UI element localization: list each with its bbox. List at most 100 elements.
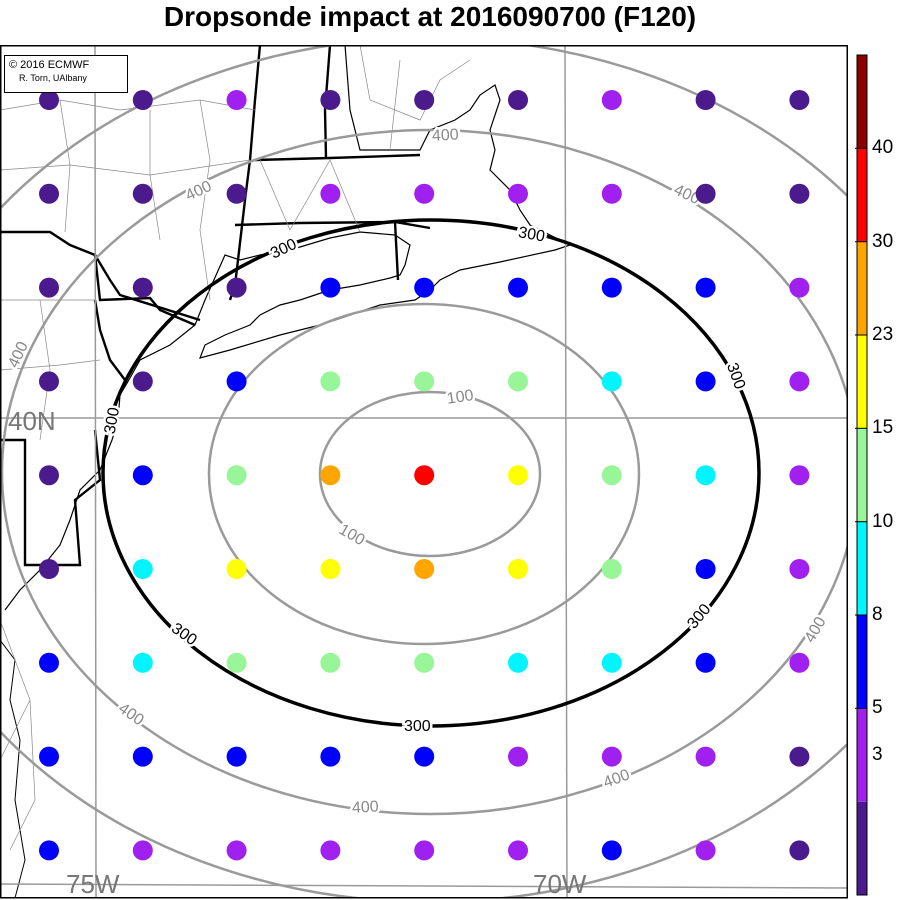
impact-dot — [601, 465, 622, 486]
label-75w: 75W — [66, 869, 120, 899]
impact-dot — [226, 465, 247, 486]
contour-100 — [318, 390, 542, 558]
impact-dot — [789, 746, 810, 767]
colorbar-tick-label: 10 — [872, 510, 894, 532]
impact-dot — [39, 90, 59, 110]
credit-line-1: © 2016 ECMWF — [9, 59, 90, 71]
coastline — [4, 45, 572, 611]
impact-dot — [320, 277, 341, 298]
county-borders — [0, 45, 471, 851]
label-400-left: 400 — [5, 339, 32, 370]
colorbar-segment — [857, 335, 867, 429]
impact-dot — [226, 652, 247, 673]
impact-dot — [39, 746, 59, 767]
impact-dot — [39, 652, 59, 673]
contour-300 — [101, 218, 761, 728]
impact-dot — [226, 277, 247, 298]
impact-dot — [226, 90, 247, 110]
label-400-right: 400 — [802, 614, 830, 646]
impact-dot — [320, 840, 341, 861]
label-100-top: 100 — [446, 387, 475, 408]
impact-dot — [132, 465, 153, 486]
impact-dot — [414, 746, 435, 767]
impact-dot — [414, 183, 435, 204]
label-100-bottom: 100 — [336, 521, 368, 549]
impact-dot — [414, 465, 435, 486]
impact-dots — [39, 90, 810, 861]
impact-dot — [320, 652, 341, 673]
impact-dot — [508, 559, 528, 579]
colorbar-tick-label: 40 — [872, 137, 894, 159]
impact-dot — [132, 371, 153, 392]
impact-dot — [132, 746, 153, 767]
colorbar-tick-label: 30 — [872, 230, 894, 252]
impact-dot — [414, 652, 435, 673]
impact-dot — [39, 183, 59, 204]
impact-dot — [320, 371, 341, 392]
label-400-bottom-right: 400 — [601, 766, 632, 791]
impact-dot — [508, 277, 528, 298]
impact-dot — [39, 559, 59, 579]
impact-dot — [789, 371, 810, 392]
impact-dot — [320, 746, 341, 767]
impact-dot — [695, 465, 716, 486]
impact-dot — [601, 277, 622, 298]
impact-dot — [508, 371, 528, 392]
contour-400 — [0, 128, 848, 816]
colorbar-segment — [857, 801, 867, 895]
impact-dot — [695, 371, 716, 392]
impact-dot — [132, 559, 153, 579]
impact-dot — [132, 90, 153, 110]
impact-dot — [695, 90, 716, 110]
credit-line-2: R. Torn, UAlbany — [19, 73, 87, 83]
impact-dot — [695, 746, 716, 767]
colorbar-segment — [857, 148, 867, 242]
contours — [0, 45, 848, 898]
colorbar-tick-label: 5 — [872, 697, 883, 719]
impact-dot — [601, 652, 622, 673]
impact-dot — [414, 277, 435, 298]
impact-dot — [39, 277, 59, 298]
impact-dot — [601, 90, 622, 110]
contour-500 — [0, 45, 848, 898]
impact-dot — [695, 559, 716, 579]
impact-dot — [39, 371, 59, 392]
impact-dot — [789, 465, 810, 486]
impact-dot — [508, 746, 528, 767]
impact-dot — [320, 465, 341, 486]
impact-dot — [695, 277, 716, 298]
credit-box: © 2016 ECMWF R. Torn, UAlbany — [4, 55, 128, 93]
colorbar — [855, 54, 868, 896]
impact-dot — [132, 183, 153, 204]
impact-dot — [226, 183, 247, 204]
impact-dot — [132, 652, 153, 673]
impact-dot — [39, 465, 59, 486]
colorbar-segment — [857, 428, 867, 522]
label-300-left: 300 — [102, 406, 123, 435]
coastline-inner — [0, 639, 26, 898]
impact-dot — [601, 183, 622, 204]
impact-dot — [39, 840, 59, 861]
colorbar-segment — [857, 55, 867, 149]
impact-dot — [414, 559, 435, 579]
impact-dot — [508, 183, 528, 204]
impact-dot — [132, 840, 153, 861]
colorbar-tick-label: 23 — [872, 324, 894, 345]
impact-dot — [414, 90, 435, 110]
impact-dot — [226, 371, 247, 392]
impact-dot — [601, 559, 622, 579]
page-title: Dropsonde impact at 2016090700 (F120) — [163, 1, 697, 32]
impact-dot — [789, 559, 810, 579]
impact-dot — [601, 371, 622, 392]
label-300-bottom-left: 300 — [168, 620, 200, 649]
graticule-labels: 40N 75W 70W — [8, 406, 587, 899]
label-300-top-left: 300 — [268, 236, 299, 263]
label-400-top-left: 400 — [183, 178, 214, 205]
impact-dot — [789, 652, 810, 673]
colorbar-segment — [857, 615, 867, 709]
impact-dot — [226, 746, 247, 767]
label-70w: 70W — [533, 869, 587, 899]
impact-dot — [601, 746, 622, 767]
colorbar-tick-label: 8 — [872, 604, 883, 625]
